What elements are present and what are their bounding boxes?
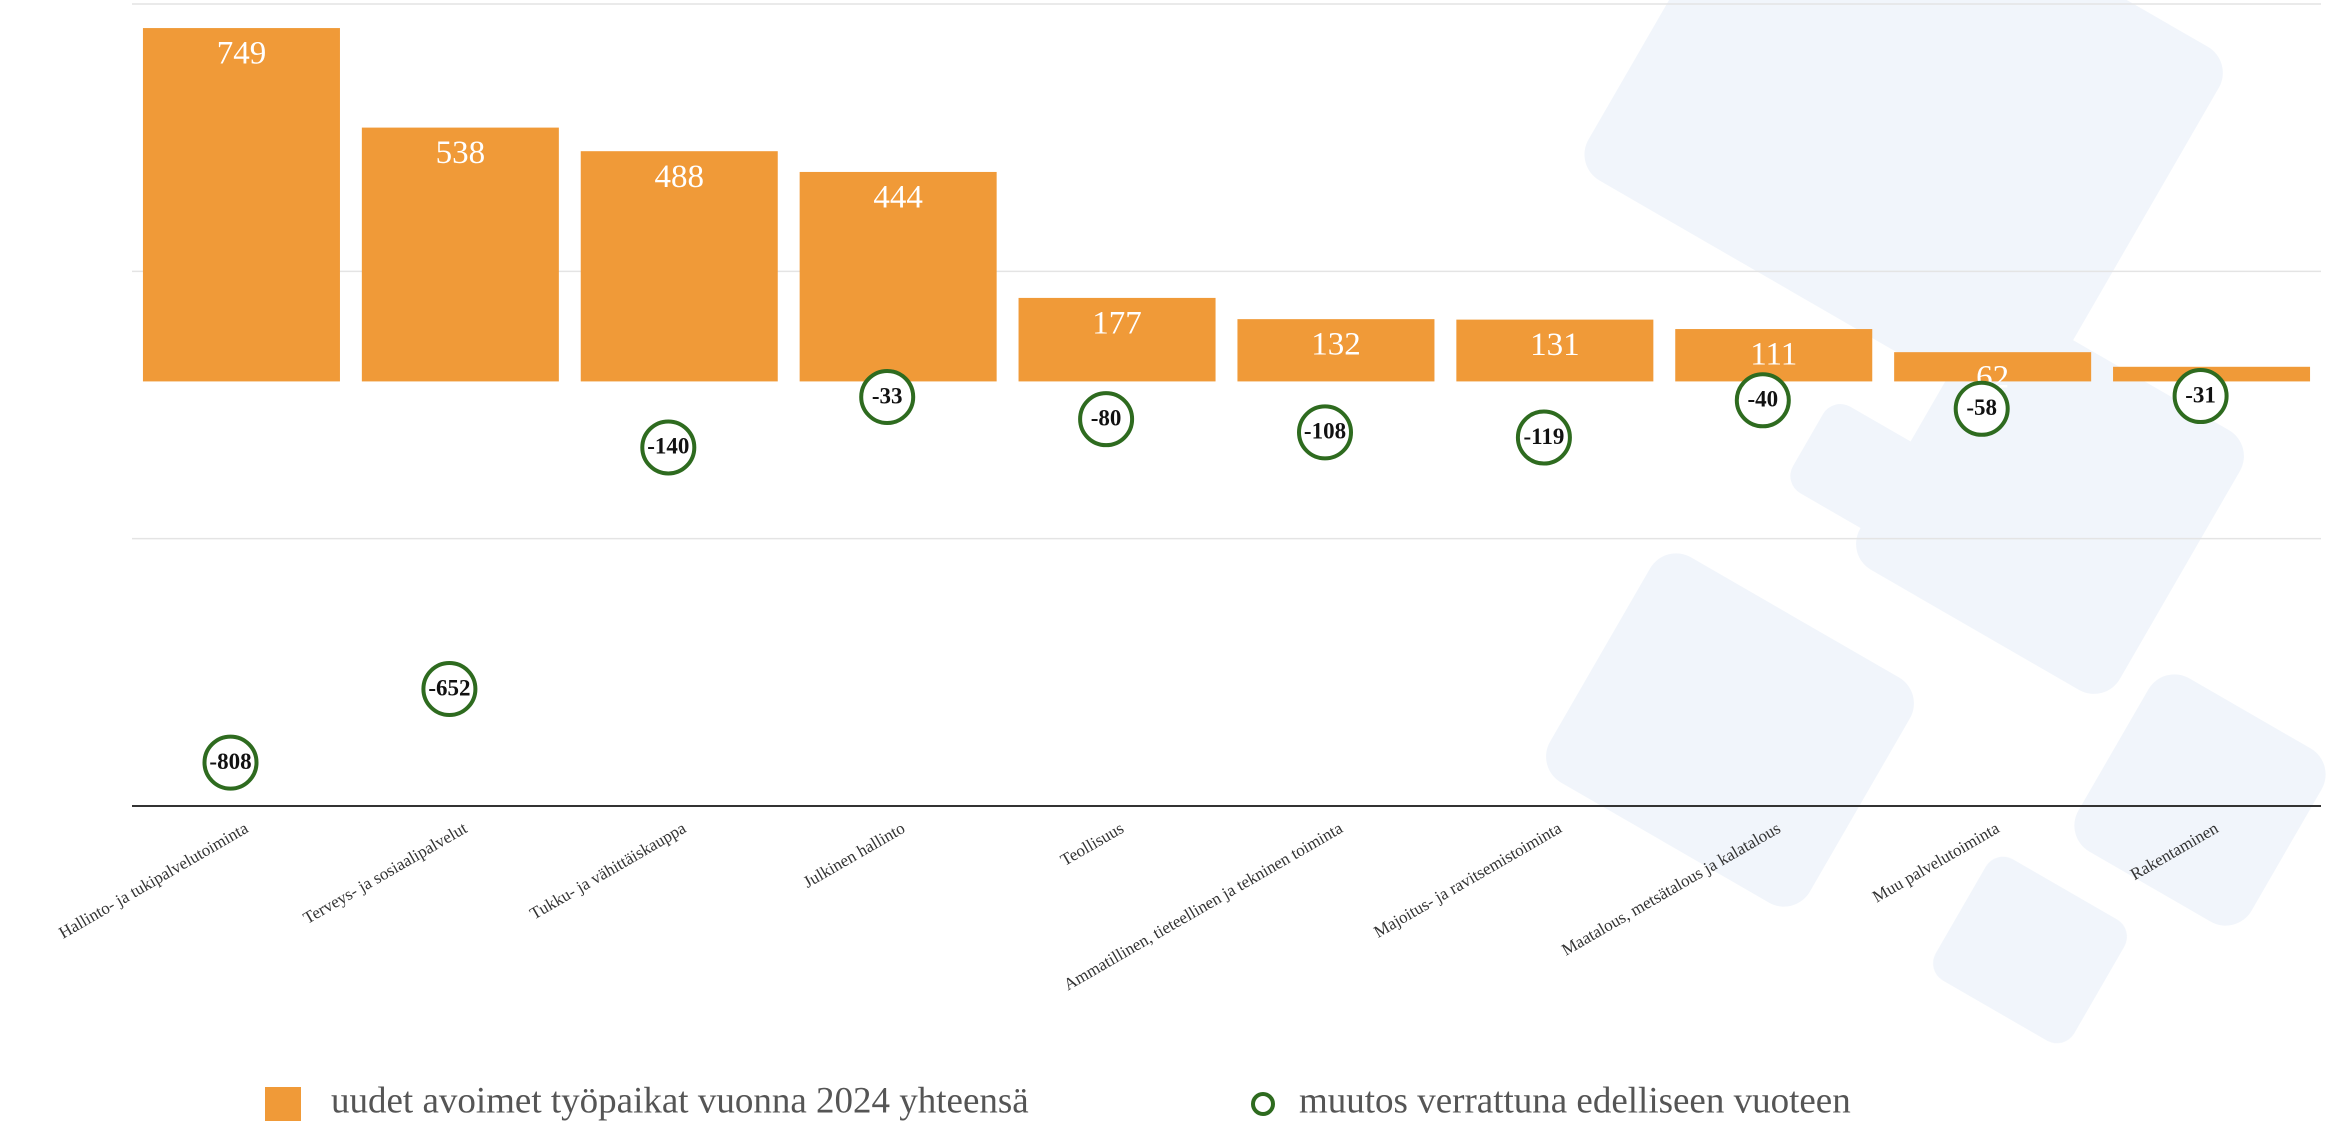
x-tick-label: Julkinen hallinto [800, 818, 908, 891]
bar-value-label: 177 [1092, 305, 1142, 341]
change-marker [859, 368, 916, 425]
change-value-label: -119 [1523, 424, 1564, 449]
bar [799, 171, 997, 382]
change-marker [1953, 380, 2010, 437]
bar [1237, 319, 1435, 382]
legend-label: muutos verrattuna edelliseen vuoteen [1299, 1080, 1851, 1121]
x-tick-label: Terveys- ja sosiaalipalvelut [300, 818, 471, 927]
x-tick-label: Hallinto- ja tukipalvelutoiminta [55, 818, 251, 942]
change-marker [2172, 368, 2229, 425]
change-value-label: -80 [1091, 405, 1122, 430]
bar [1894, 352, 2092, 382]
change-marker [202, 734, 259, 791]
legend-swatch [1251, 1092, 1275, 1116]
change-value-label: -652 [428, 675, 470, 700]
change-value-label: -808 [209, 749, 251, 774]
change-marker [421, 661, 478, 718]
bar-value-label: 538 [436, 135, 486, 171]
bar-value-label: 488 [655, 159, 705, 195]
bar-value-label: 131 [1530, 327, 1580, 363]
change-marker [640, 419, 697, 476]
bar [142, 28, 340, 382]
change-marker [1078, 391, 1135, 448]
bar-value-label: 749 [217, 36, 267, 72]
change-value-label: -31 [2185, 382, 2216, 407]
x-tick-label: Tukku- ja vähittäiskauppa [526, 818, 689, 923]
bar [1675, 329, 1873, 382]
change-value-label: -108 [1304, 419, 1346, 444]
x-tick-label: Teollisuus [1057, 818, 1127, 869]
legend-swatch [265, 1087, 301, 1121]
change-marker [1734, 372, 1791, 429]
change-value-label: -58 [1966, 395, 1997, 420]
bar-value-label: 111 [1750, 337, 1797, 373]
bar [361, 127, 559, 382]
change-marker [1515, 409, 1572, 466]
legend-label: uudet avoimet työpaikat vuonna 2024 yhte… [331, 1080, 1029, 1121]
bar [580, 151, 778, 382]
change-marker [1297, 404, 1354, 461]
bar-value-label: 444 [873, 180, 923, 216]
background-decoration [1546, 0, 2326, 1044]
change-value-label: -33 [872, 383, 903, 408]
bar [1018, 297, 1216, 382]
bar [1456, 319, 1654, 382]
bar-value-label: 132 [1311, 327, 1361, 363]
change-value-label: -40 [1747, 387, 1778, 412]
change-value-label: -140 [647, 434, 689, 459]
x-tick-label: Majoitus- ja ravitsemistoiminta [1370, 818, 1565, 941]
